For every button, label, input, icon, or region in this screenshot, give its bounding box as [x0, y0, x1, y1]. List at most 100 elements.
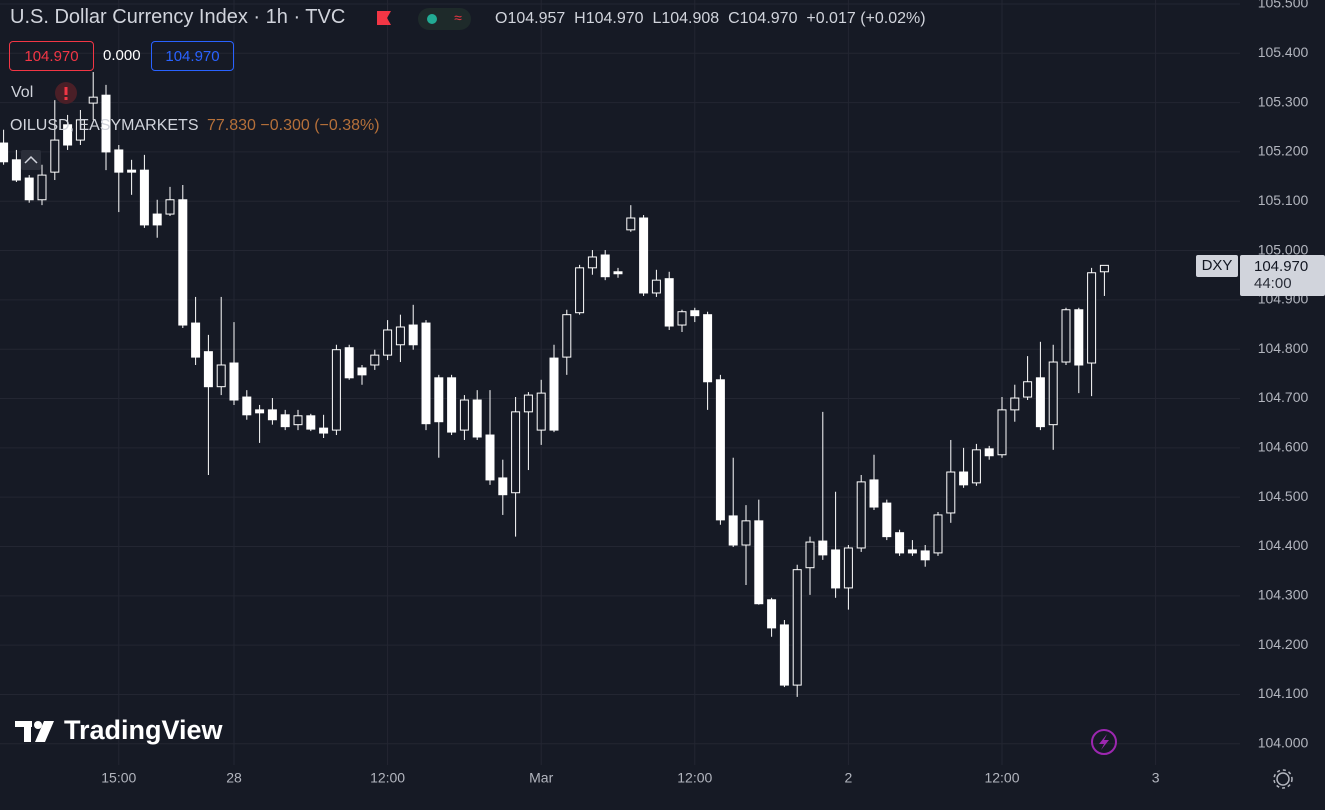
y-tick-label: 104.400 — [1258, 537, 1309, 553]
ohlc-high: H104.970 — [574, 10, 644, 27]
y-tick-label: 104.600 — [1258, 439, 1309, 455]
candle-body — [408, 324, 418, 346]
candle-body — [600, 254, 610, 278]
x-tick-label: 2 — [845, 770, 853, 786]
candle-body — [114, 149, 124, 173]
candle-body — [1087, 272, 1097, 364]
settings-button[interactable] — [1276, 772, 1290, 786]
compare-quote: 77.830 −0.300 (−0.38%) — [207, 117, 380, 134]
candle-body — [472, 399, 482, 438]
candle-body — [920, 550, 930, 561]
y-tick-label: 104.800 — [1258, 340, 1309, 356]
candle-body — [447, 377, 457, 433]
candle-body — [139, 169, 149, 226]
candle-body — [703, 314, 713, 383]
candle-body — [127, 169, 137, 173]
logo-shape — [34, 721, 42, 729]
status-pill[interactable] — [418, 8, 471, 30]
candle-body — [907, 549, 917, 554]
candle-body — [587, 256, 597, 269]
price-tag-countdown: 44:00 — [1254, 275, 1292, 292]
candle-body — [1099, 264, 1109, 273]
candle-body — [562, 314, 572, 358]
settings-gear — [1273, 769, 1293, 789]
candle-body — [280, 414, 290, 428]
candle-body — [779, 624, 789, 686]
x-tick-label: 12:00 — [984, 770, 1019, 786]
y-tick-label: 105.400 — [1258, 44, 1309, 60]
y-tick-label: 104.300 — [1258, 587, 1309, 603]
y-tick-label: 105.200 — [1258, 143, 1309, 159]
candle-body — [255, 409, 265, 414]
status-dot — [427, 14, 437, 24]
candle-body — [242, 396, 252, 416]
candle-body — [293, 415, 303, 426]
warning-mark — [64, 97, 68, 100]
candle-body — [946, 471, 956, 514]
y-tick-label: 104.700 — [1258, 389, 1309, 405]
candle-body — [639, 217, 649, 294]
candle-body — [216, 364, 226, 388]
candle-body — [203, 351, 213, 388]
candle-body — [152, 213, 162, 226]
candle-body — [869, 479, 879, 508]
x-tick-label: 12:00 — [370, 770, 405, 786]
logo-icon — [15, 721, 54, 742]
x-tick-label: 12:00 — [677, 770, 712, 786]
lightning-icon — [1099, 734, 1109, 750]
ohlc-change: +0.017 (+0.02%) — [806, 10, 926, 27]
x-tick-label: 3 — [1152, 770, 1160, 786]
candle-body — [741, 520, 751, 546]
y-tick-label: 104.100 — [1258, 685, 1309, 701]
candle-body — [306, 415, 316, 430]
candle-body — [933, 514, 943, 554]
candle-body — [434, 377, 444, 423]
ohlc-low: L104.908 — [652, 10, 720, 27]
ohlc-open: O104.957 — [495, 10, 566, 27]
candle-body — [191, 322, 201, 358]
candle-body — [370, 354, 380, 366]
lightning-button[interactable] — [1091, 729, 1117, 755]
y-tick-label: 105.500 — [1258, 0, 1309, 11]
collapse-button[interactable] — [21, 150, 41, 170]
candle-body — [101, 94, 111, 153]
candle-body — [1061, 309, 1071, 363]
candle-body — [88, 96, 98, 104]
candle-body — [331, 349, 341, 431]
y-tick-label: 104.500 — [1258, 488, 1309, 504]
candle-body — [37, 174, 47, 201]
candle-body — [344, 347, 354, 379]
sell-button[interactable]: 104.970 — [9, 41, 94, 71]
y-tick-label: 105.100 — [1258, 192, 1309, 208]
candle-body — [715, 379, 725, 521]
candle-body — [818, 540, 828, 556]
candle-body — [498, 477, 508, 496]
candle-body — [651, 279, 661, 294]
candle-body — [613, 271, 623, 275]
candle-body — [677, 311, 687, 326]
candles — [0, 72, 1109, 697]
candle-body — [690, 310, 700, 317]
warning-mark — [64, 87, 68, 95]
price-tag: 104.970 44:00 — [1240, 255, 1325, 296]
logo-text: TradingView — [64, 715, 224, 745]
candle-body — [856, 481, 866, 549]
buy-button[interactable]: 104.970 — [151, 41, 234, 71]
compare-symbol: OILUSD, EASYMARKETS — [10, 117, 199, 134]
price-tag-price: 104.970 — [1254, 258, 1309, 275]
logo-shape — [35, 721, 54, 742]
candle-body — [882, 502, 892, 538]
flag-icon[interactable] — [377, 11, 391, 25]
candle-body — [754, 520, 764, 605]
x-tick-label: 28 — [226, 770, 242, 786]
candle-body — [626, 217, 636, 231]
candle-body — [165, 199, 175, 215]
chart-title: U.S. Dollar Currency Index · 1h · TVC — [10, 6, 346, 28]
candle-body — [767, 599, 777, 629]
candle-body — [536, 392, 546, 431]
y-tick-label: 104.000 — [1258, 734, 1309, 750]
candle-body — [319, 427, 329, 434]
candle-body — [843, 547, 853, 589]
candle-body — [575, 267, 585, 314]
candle-body — [459, 399, 469, 431]
